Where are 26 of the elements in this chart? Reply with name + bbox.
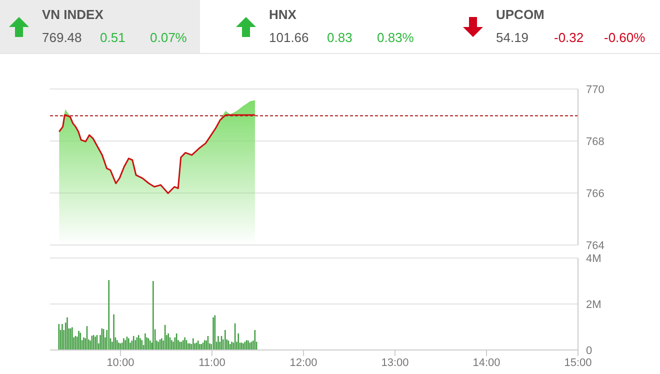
- line-series: [58, 114, 256, 194]
- data-label: 0.83: [327, 30, 352, 45]
- data-label: 0.83%: [377, 30, 414, 45]
- y-tick-label: 770: [586, 84, 604, 96]
- category-label: VN INDEX: [42, 7, 104, 22]
- x-tick-label: 15:00: [564, 356, 592, 369]
- y-tick-label: 766: [586, 188, 604, 200]
- x-tick-label: 14:00: [472, 356, 500, 369]
- data-label: 769.48: [42, 30, 82, 45]
- x-tick-label: 10:00: [106, 356, 134, 369]
- data-label: -0.60%: [604, 30, 646, 45]
- data-label: 0.51: [100, 30, 126, 45]
- data-label: 54.19: [496, 30, 529, 45]
- y-tick-label: 764: [586, 240, 604, 252]
- y-tick-label: 0: [586, 344, 592, 357]
- data-label: 0.07%: [150, 30, 187, 45]
- x-tick-label: 12:00: [290, 356, 318, 369]
- data-label: -0.32: [554, 30, 584, 45]
- y-tick-label: 768: [586, 136, 604, 148]
- x-tick-label: 13:00: [381, 356, 409, 369]
- x-tick-label: 11:00: [198, 356, 226, 369]
- y-tick-label: 2M: [586, 298, 602, 311]
- y-tick-label: 4M: [586, 252, 602, 265]
- data-label: 101.66: [269, 30, 309, 45]
- category-label: HNX: [269, 7, 296, 22]
- category-label: UPCOM: [496, 7, 544, 22]
